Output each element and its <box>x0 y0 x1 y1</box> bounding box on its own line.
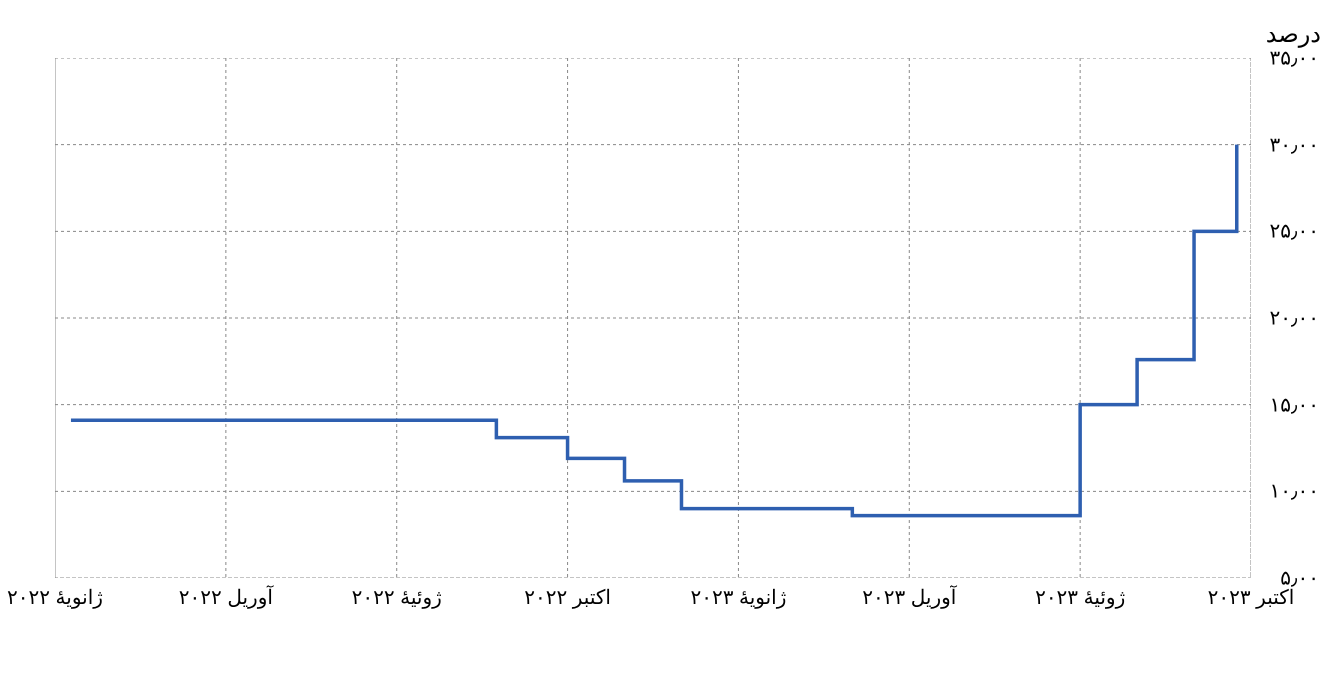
chart-svg <box>55 58 1251 578</box>
step-chart: درصد ۵٫۰۰۱۰٫۰۰۱۵٫۰۰۲۰٫۰۰۲۵٫۰۰۳۰٫۰۰۳۵٫۰۰ژ… <box>21 20 1321 640</box>
y-tick-label: ۲۵٫۰۰ <box>1249 219 1321 244</box>
y-tick-label: ۳۵٫۰۰ <box>1249 46 1321 71</box>
x-tick-label: اکتبر ۲۰۲۲ <box>524 585 611 610</box>
x-tick-label: ژوئیهٔ ۲۰۲۳ <box>1035 585 1125 610</box>
plot-area <box>55 58 1251 578</box>
x-tick-label: ژوئیهٔ ۲۰۲۲ <box>352 585 442 610</box>
y-tick-label: ۱۵٫۰۰ <box>1249 392 1321 417</box>
x-tick-label: آوریل ۲۰۲۲ <box>179 585 273 610</box>
x-tick-label: اکتبر ۲۰۲۳ <box>1208 585 1295 610</box>
y-tick-label: ۳۰٫۰۰ <box>1249 132 1321 157</box>
y-tick-label: ۲۰٫۰۰ <box>1249 306 1321 331</box>
x-tick-label: ژانویهٔ ۲۰۲۲ <box>7 585 103 610</box>
x-tick-label: ژانویهٔ ۲۰۲۳ <box>690 585 786 610</box>
x-tick-label: آوریل ۲۰۲۳ <box>862 585 956 610</box>
y-tick-label: ۱۰٫۰۰ <box>1249 479 1321 504</box>
